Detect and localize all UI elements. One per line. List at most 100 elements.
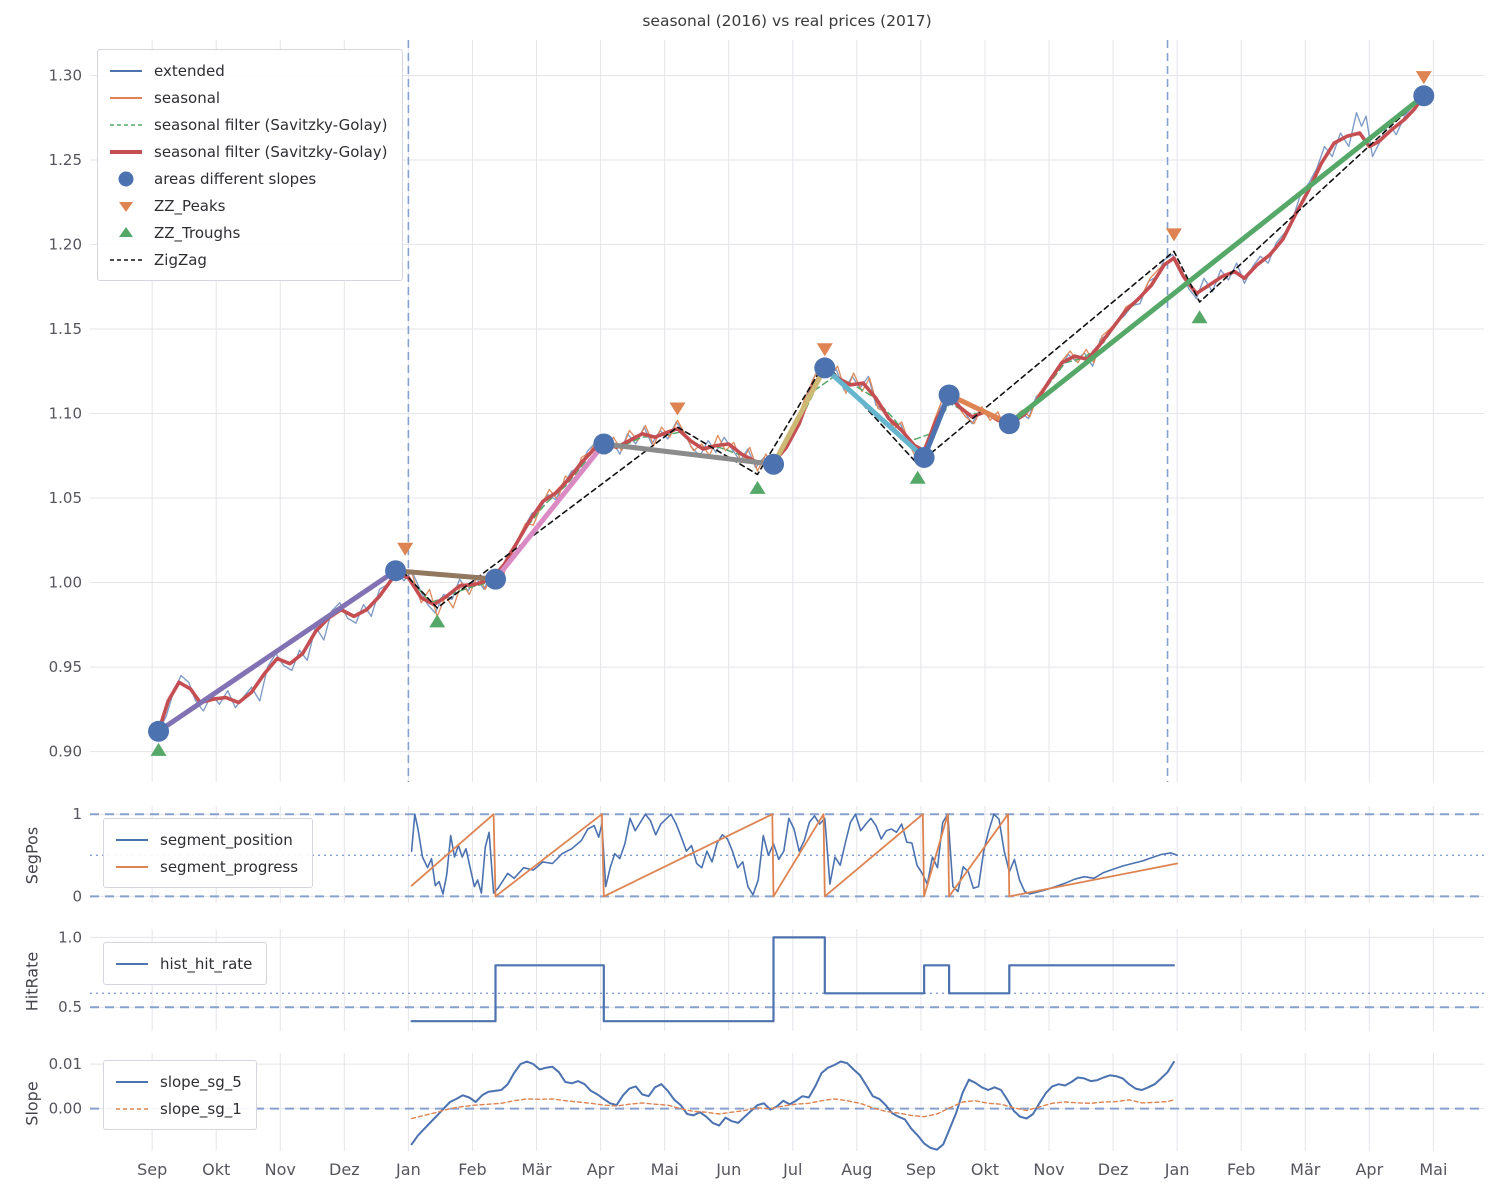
ytick-label: 0.01	[49, 1055, 82, 1073]
legend-label: seasonal filter (Savitzky-Golay)	[154, 115, 388, 134]
legend-item: seasonal filter (Savitzky-Golay)	[108, 111, 388, 138]
marker-area-dot	[814, 357, 836, 379]
legend-label: areas different slopes	[154, 169, 317, 188]
ytick-label: 1.30	[49, 66, 82, 84]
legend-item: hist_hit_rate	[114, 950, 252, 977]
legend-label: segment_position	[160, 830, 293, 849]
series-slope_sg_1	[410, 1098, 1175, 1120]
marker-zz-trough	[150, 742, 167, 756]
marker-area-dot	[1413, 85, 1435, 107]
ytick-label: 0.5	[58, 998, 82, 1016]
legend-swatch-dashed-icon	[116, 1107, 148, 1110]
xtick-label: Nov	[1033, 1160, 1064, 1179]
legend-item: seasonal	[108, 84, 388, 111]
ylabel-segpos: SegPos	[22, 826, 42, 885]
legend-segpos: segment_position segment_progress	[103, 818, 314, 888]
ytick-label: 0.00	[49, 1100, 82, 1118]
xtick-label: Dez	[329, 1160, 360, 1179]
xtick-label: Okt	[971, 1160, 999, 1179]
legend-swatch-line-icon	[110, 96, 142, 99]
series-slope_sg_5	[410, 1060, 1175, 1151]
xtick-label: Sep	[906, 1160, 936, 1179]
xtick-label: Mär	[521, 1160, 552, 1179]
legend-label: slope_sg_1	[160, 1099, 242, 1118]
marker-area-dot	[385, 560, 407, 582]
legend-label: extended	[154, 61, 225, 80]
legend-label: segment_progress	[160, 857, 299, 876]
legend-label: ZZ_Peaks	[154, 196, 226, 215]
marker-area-dot	[763, 453, 785, 475]
xtick-label: Dez	[1098, 1160, 1129, 1179]
series-segment_position	[410, 813, 1178, 896]
legend-hitrate: hist_hit_rate	[103, 942, 268, 985]
xtick-label: Okt	[202, 1160, 230, 1179]
series-hist_hit_rate	[410, 936, 1176, 1023]
ytick-label: 0.90	[49, 743, 82, 761]
legend-item: ZZ_Peaks	[108, 192, 388, 219]
slope-segment-1	[393, 568, 499, 582]
legend-swatch-line-icon	[116, 865, 148, 868]
ytick-label: 0.95	[49, 658, 82, 676]
legend-main: extended seasonal seasonal filter (Savitzk…	[97, 49, 403, 281]
xtick-label: Nov	[265, 1160, 296, 1179]
series-zigzag	[157, 95, 1425, 733]
xtick-label: Jan	[1164, 1160, 1190, 1179]
legend-item: slope_sg_5	[114, 1068, 242, 1095]
ytick-label: 1.15	[49, 320, 82, 338]
legend-swatch-tri-down-icon	[119, 201, 133, 212]
marker-zz-peak	[669, 402, 686, 416]
xtick-label: Aug	[841, 1160, 872, 1179]
series-segment_progress	[410, 813, 1178, 898]
slope-segment-7	[946, 392, 1012, 427]
legend-item: slope_sg_1	[114, 1095, 242, 1122]
legend-swatch-line-icon	[116, 838, 148, 841]
xtick-label: Jun	[715, 1160, 741, 1179]
xtick-label: Mai	[1419, 1160, 1447, 1179]
ytick-label: 1.0	[58, 928, 82, 946]
legend-swatch-line-icon	[116, 962, 148, 965]
legend-item: extended	[108, 57, 388, 84]
legend-label: ZZ_Troughs	[154, 223, 241, 242]
slope-segment-0	[156, 568, 399, 734]
marker-zz-peak	[1165, 228, 1182, 242]
legend-label: seasonal	[154, 88, 221, 107]
legend-swatch-line-icon	[110, 69, 142, 72]
legend-swatch-dashed-icon	[110, 123, 142, 126]
legend-swatch-circle-icon	[118, 171, 134, 186]
ylabel-hitrate: HitRate	[22, 951, 42, 1012]
legend-item: areas different slopes	[108, 165, 388, 192]
slope-segment-3	[601, 441, 777, 467]
xtick-label: Apr	[587, 1160, 615, 1179]
marker-area-dot	[913, 446, 935, 468]
ytick-label: 1.05	[49, 489, 82, 507]
xtick-label: Feb	[458, 1160, 486, 1179]
legend-slope: slope_sg_5 slope_sg_1	[103, 1060, 257, 1130]
ytick-label: 1.00	[49, 574, 82, 592]
legend-swatch-line-icon	[110, 149, 142, 154]
marker-zz-trough	[1191, 310, 1208, 324]
legend-label: hist_hit_rate	[160, 954, 253, 973]
slope-segment-2	[493, 441, 607, 582]
ytick-label: 1	[72, 805, 82, 823]
marker-zz-peak	[397, 542, 414, 556]
xtick-label: Apr	[1355, 1160, 1383, 1179]
slope-segment-5	[822, 365, 927, 460]
marker-zz-trough	[429, 614, 446, 628]
xtick-label: Jan	[395, 1160, 421, 1179]
legend-swatch-tri-up-icon	[119, 226, 133, 237]
ytick-label: 0	[72, 887, 82, 905]
slope-segment-6	[921, 392, 952, 460]
legend-item: segment_progress	[114, 853, 298, 880]
legend-swatch-dashed-icon	[110, 258, 142, 261]
xtick-label: Mär	[1290, 1160, 1321, 1179]
legend-item: seasonal filter (Savitzky-Golay)	[108, 138, 388, 165]
legend-item: ZZ_Troughs	[108, 219, 388, 246]
marker-area-dot	[593, 433, 615, 455]
marker-zz-trough	[749, 480, 766, 494]
marker-zz-trough	[909, 470, 926, 484]
marker-area-dot	[485, 568, 507, 590]
legend-label: ZigZag	[154, 250, 207, 269]
xtick-label: Jul	[782, 1160, 802, 1179]
marker-area-dot	[938, 384, 960, 406]
